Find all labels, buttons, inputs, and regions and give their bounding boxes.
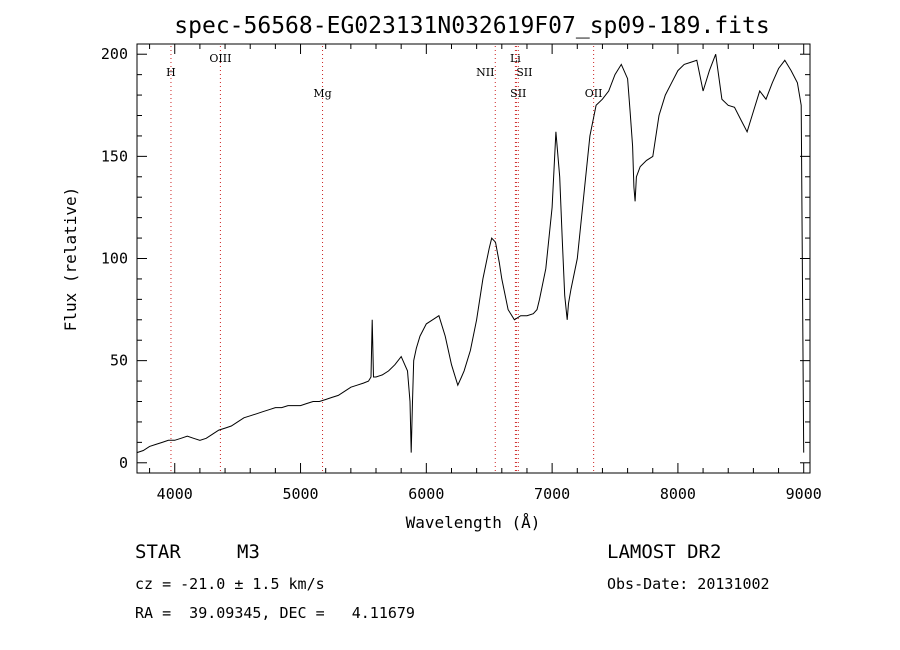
x-tick-label: 8000 (660, 485, 696, 503)
y-axis-label: Flux (relative) (61, 187, 80, 332)
spectral-line-label: SII (516, 66, 532, 79)
sky-coordinates: RA = 39.09345, DEC = 4.11679 (135, 604, 415, 622)
object-subclass: M3 (237, 541, 260, 563)
axis-ticks: 4000 5000 6000 7000 8000 9000 0 50 100 150 200 (101, 44, 822, 503)
spectral-line-label: OIII (209, 52, 231, 65)
x-tick-label: 4000 (157, 485, 193, 503)
spectral-line-label: NII (476, 66, 494, 79)
y-tick-label: 150 (101, 147, 128, 165)
y-tick-label: 200 (101, 45, 128, 63)
x-tick-label: 5000 (282, 485, 318, 503)
spectrum-series-line (136, 54, 805, 454)
redshift-cz: cz = -21.0 ± 1.5 km/s (135, 575, 325, 593)
x-tick-label: 9000 (786, 485, 822, 503)
observation-date: Obs-Date: 20131002 (607, 575, 770, 593)
plot-frame (136, 43, 811, 474)
x-axis-label: Wavelength (Å) (406, 513, 541, 532)
survey-name: LAMOST DR2 (607, 541, 722, 563)
spectral-line-label: Mg (313, 87, 331, 100)
y-tick-label: 0 (119, 454, 128, 472)
object-class: STAR (135, 541, 181, 563)
spectral-line-label: H (166, 66, 176, 79)
x-tick-label: 7000 (534, 485, 570, 503)
y-tick-label: 50 (110, 352, 128, 370)
spectral-line-label: OII (585, 87, 603, 100)
spectral-line-label: Li (510, 52, 521, 65)
y-tick-label: 100 (101, 250, 128, 268)
spectral-line-label: SII (510, 87, 526, 100)
chart-title: spec-56568-EG023131N032619F07_sp09-189.f… (174, 13, 769, 39)
x-tick-label: 6000 (408, 485, 444, 503)
